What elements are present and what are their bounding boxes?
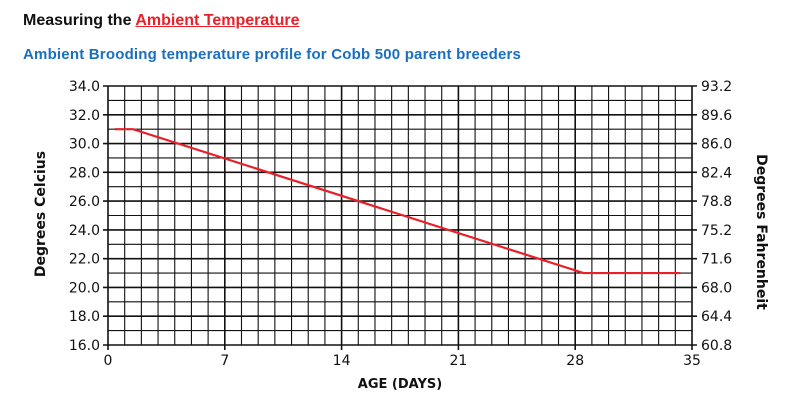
x-axis-label: AGE (DAYS) xyxy=(358,377,442,392)
x-tick-label: 14 xyxy=(333,353,351,369)
x-tick-label: 35 xyxy=(683,353,701,369)
y2-tick-label: 60.8 xyxy=(701,338,732,354)
y2-axis-label: Degrees Fahrenheit xyxy=(753,154,769,310)
y-tick-label: 30.0 xyxy=(69,137,100,153)
series xyxy=(114,128,681,275)
y-tick-label: 34.0 xyxy=(69,79,100,95)
y-tick-label: 18.0 xyxy=(69,309,100,325)
y-tick-label: 28.0 xyxy=(69,165,100,181)
grid xyxy=(103,85,697,350)
y2-tick-label: 68.0 xyxy=(701,280,732,296)
y2-tick-label: 71.6 xyxy=(701,252,732,268)
y-tick-label: 22.0 xyxy=(69,252,100,268)
x-tick-label: 7 xyxy=(220,353,229,369)
x-tick-label: 21 xyxy=(449,353,467,369)
y-tick-label: 20.0 xyxy=(69,280,100,296)
y2-tick-label: 82.4 xyxy=(701,165,732,181)
heading-prefix: Measuring the xyxy=(23,12,136,29)
x-tick-label: 0 xyxy=(104,353,113,369)
y2-tick-label: 89.6 xyxy=(701,108,732,124)
chart-title: Ambient Brooding temperature profile for… xyxy=(23,46,522,63)
y-tick-label: 26.0 xyxy=(69,194,100,210)
y-tick-label: 16.0 xyxy=(69,338,100,354)
heading-highlight: Ambient Temperature xyxy=(135,12,300,29)
section-heading: Measuring the Ambient Temperature xyxy=(23,12,300,30)
y-tick-label: 32.0 xyxy=(69,108,100,124)
y-axis-label: Degrees Celcius xyxy=(33,151,49,277)
y2-tick-label: 64.4 xyxy=(701,309,732,325)
y2-tick-label: 93.2 xyxy=(701,79,732,95)
y2-tick-label: 75.2 xyxy=(701,223,732,239)
y2-tick-label: 78.8 xyxy=(701,194,732,210)
y-tick-label: 24.0 xyxy=(69,223,100,239)
tick-labels: 0 7 14 21 28 35 16.0 18.0 20.0 22.0 24.0 26.0 28.0 30… xyxy=(69,79,732,369)
x-tick-label: 28 xyxy=(566,353,584,369)
y2-tick-label: 86.0 xyxy=(701,137,732,153)
series-line xyxy=(114,128,681,275)
